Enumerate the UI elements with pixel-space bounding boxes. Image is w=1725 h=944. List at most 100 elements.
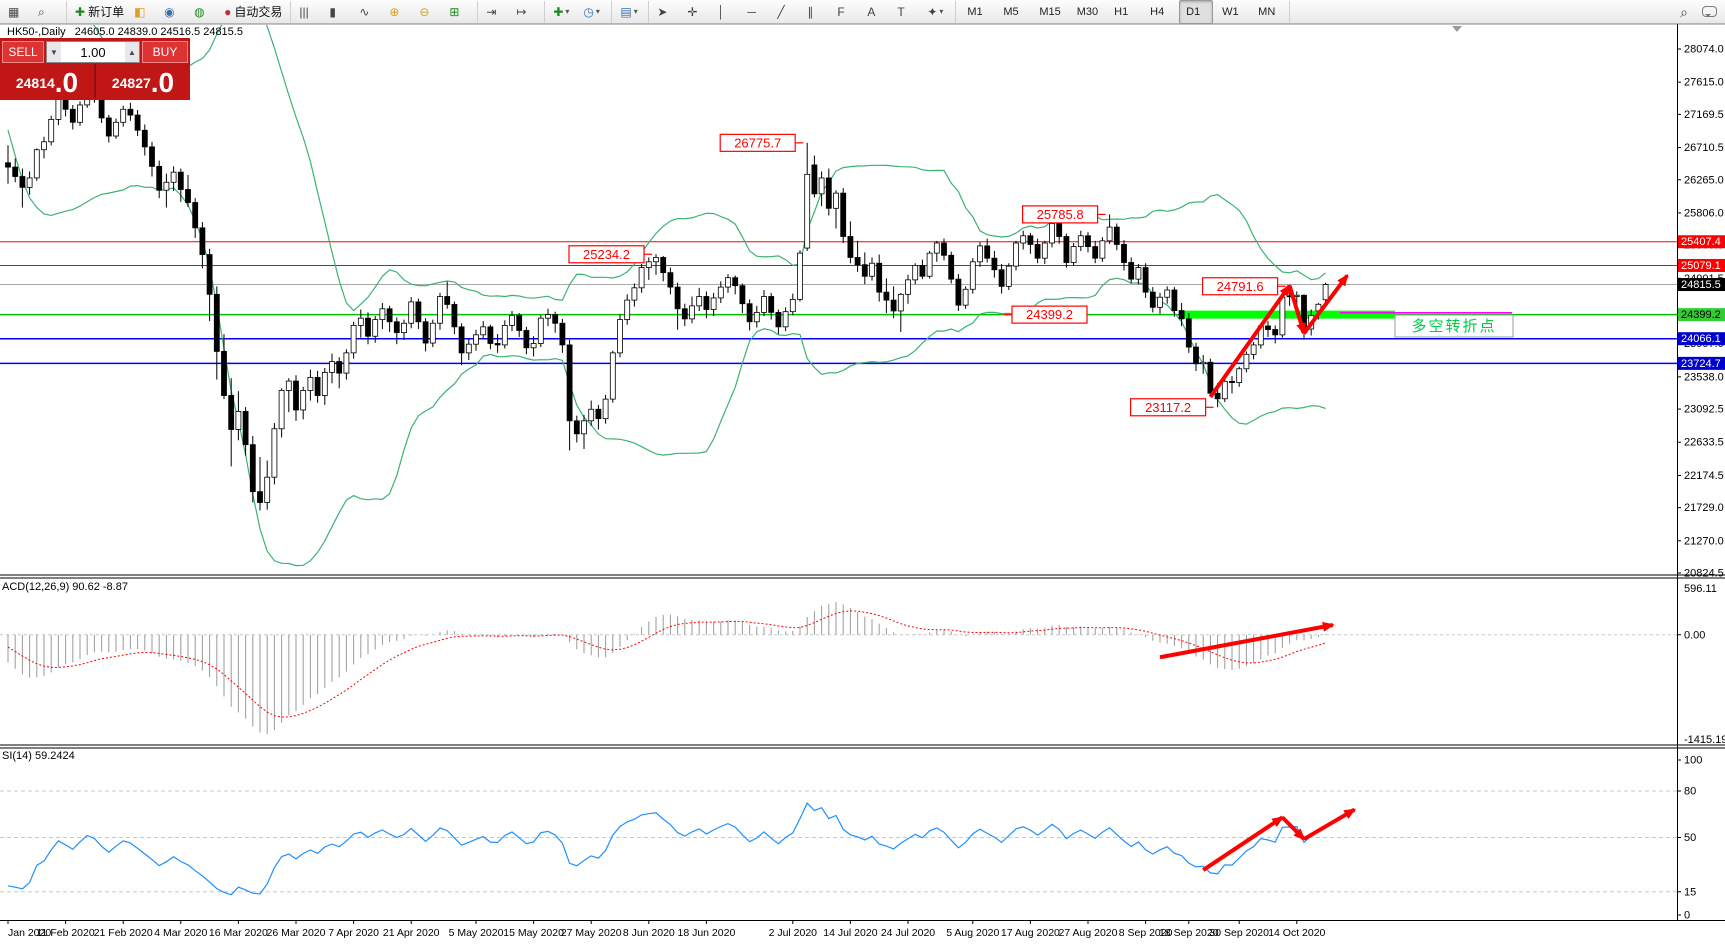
horizontal-line-icon[interactable]: ─ <box>743 1 771 23</box>
dropdown-caret-icon[interactable]: ▾ <box>633 7 638 16</box>
bollinger-upper-band <box>93 25 1326 312</box>
candle-body <box>350 325 357 354</box>
chat-icon[interactable] <box>1702 6 1717 17</box>
volume-increase-button[interactable]: ▲ <box>125 42 139 62</box>
buy-button[interactable]: BUY <box>142 41 188 63</box>
time-axis-label[interactable]: 5 May 2020 <box>449 927 504 939</box>
timeframe-m1-button[interactable]: M1 <box>967 5 983 18</box>
timeframe-d1-button[interactable]: D1 <box>1179 0 1214 24</box>
chart-window-icon[interactable]: ▦ <box>4 1 32 23</box>
trend-arrow[interactable] <box>1287 285 1306 336</box>
annotation-text-box[interactable] <box>1394 314 1514 338</box>
symbol-period-label: HK50-,Daily <box>7 26 66 38</box>
candle-body <box>933 242 940 254</box>
candle-body <box>833 192 839 209</box>
timeframe-w1-button[interactable]: W1 <box>1222 5 1239 18</box>
dropdown-caret-icon[interactable]: ▾ <box>565 7 570 16</box>
time-axis-label[interactable]: 21 Feb 2020 <box>94 927 153 939</box>
timeframe-h4-button[interactable]: H4 <box>1150 5 1165 18</box>
rsi-trend-arrow[interactable] <box>1280 815 1306 841</box>
time-axis-label[interactable]: 5 Aug 2020 <box>946 927 999 939</box>
candle-body <box>336 361 343 374</box>
crosshair-icon[interactable]: ✛ <box>683 1 711 23</box>
price-badge <box>1678 258 1725 272</box>
chart-shift-icon[interactable]: ↦ <box>512 1 540 23</box>
candle-body <box>1121 244 1127 263</box>
trendline-icon[interactable]: ╱ <box>773 1 801 23</box>
signals-icon[interactable]: ◍ <box>190 1 218 23</box>
macd-trend-arrow[interactable] <box>1159 621 1335 660</box>
time-axis-label[interactable]: 2 Jul 2020 <box>769 927 818 939</box>
rsi-trend-arrow[interactable] <box>1202 815 1285 872</box>
channel-icon[interactable]: ∥ <box>803 1 831 23</box>
time-axis-label[interactable]: 8 Jun 2020 <box>623 927 675 939</box>
dropdown-caret-icon[interactable]: ▾ <box>595 7 600 16</box>
volume-input[interactable]: 1.00 <box>80 44 106 60</box>
time-axis-label[interactable]: 18 Sep 2020 <box>1159 927 1219 939</box>
time-axis-label[interactable]: 30 Sep 2020 <box>1209 927 1269 939</box>
rsi-axis-label: 15 <box>1684 886 1696 898</box>
time-axis-label[interactable]: 15 May 2020 <box>503 927 564 939</box>
timeframe-mn-button[interactable]: MN <box>1258 5 1276 18</box>
candle-body <box>1099 240 1106 259</box>
bar-chart-icon[interactable]: ||| <box>295 1 323 23</box>
timeframe-m5-button[interactable]: M5 <box>1003 5 1019 18</box>
highlight-band[interactable] <box>1180 310 1395 319</box>
sell-price-pips: .0 <box>54 67 79 98</box>
styles-bucket-icon[interactable]: ◧ <box>130 1 158 23</box>
candle-body <box>840 192 847 237</box>
time-axis-label[interactable]: 4 Mar 2020 <box>154 927 207 939</box>
autotrading-button: ● <box>224 4 232 19</box>
label-icon[interactable]: T <box>893 1 921 23</box>
dropdown-caret-icon[interactable]: ▾ <box>939 7 944 16</box>
cursor-icon[interactable]: ➤ <box>653 1 681 23</box>
volume-decrease-button[interactable]: ▼ <box>47 42 61 62</box>
time-axis-label[interactable]: 16 Mar 2020 <box>209 927 268 939</box>
time-axis-label[interactable]: 24 Jul 2020 <box>881 927 935 939</box>
candle-body <box>134 114 141 131</box>
templates-icon[interactable]: ▤ ▾ <box>616 1 644 23</box>
timeframe-m30-button[interactable]: M30 <box>1076 5 1099 18</box>
sell-price[interactable]: 24814 .0 <box>0 64 96 98</box>
chart-preview-icon[interactable]: ⌕ <box>34 1 62 23</box>
trend-arrow[interactable] <box>1208 284 1292 399</box>
profile-icon[interactable]: ◉ <box>160 1 188 23</box>
time-axis-label[interactable]: 26 Mar 2020 <box>267 927 326 939</box>
time-axis-label[interactable]: 27 May 2020 <box>561 927 622 939</box>
time-axis-label[interactable]: 8 Sep 2020 <box>1119 927 1173 939</box>
time-axis-label[interactable]: 21 Apr 2020 <box>383 927 440 939</box>
time-axis-label[interactable]: 18 Jun 2020 <box>677 927 735 939</box>
shapes-icon[interactable]: ✦ ▾ <box>923 1 951 23</box>
line-chart-icon[interactable]: ∿ <box>355 1 383 23</box>
text-icon[interactable]: A <box>863 1 891 23</box>
tile-windows-icon[interactable]: ⊞ <box>445 1 473 23</box>
time-axis-label[interactable]: 27 Aug 2020 <box>1059 927 1118 939</box>
time-axis-label[interactable]: 17 Aug 2020 <box>1001 927 1060 939</box>
indicators-icon[interactable]: ✚ ▾ <box>549 1 577 23</box>
vertical-line-icon[interactable]: │ <box>713 1 741 23</box>
timeframe-h1-button[interactable]: H1 <box>1114 5 1129 18</box>
fibonacci-icon[interactable]: F <box>833 1 861 23</box>
buy-price[interactable]: 24827 .0 <box>96 64 190 98</box>
candlestick-icon[interactable]: ▮ <box>325 1 353 23</box>
timeframe-m15-button[interactable]: M15 <box>1039 5 1061 18</box>
time-axis-label[interactable]: 11 Feb 2020 <box>37 927 95 939</box>
time-axis-label[interactable]: 14 Oct 2020 <box>1268 927 1325 939</box>
new-order-button[interactable]: ✚ 新订单 <box>71 1 128 23</box>
search-icon[interactable]: ⌕ <box>1680 3 1688 20</box>
zoom-in-icon[interactable]: ⊕ <box>385 1 413 23</box>
time-axis-label[interactable]: 7 Apr 2020 <box>328 927 379 939</box>
autotrading-button[interactable]: ● 自动交易 <box>220 1 286 23</box>
time-axis-label[interactable]: 14 Jul 2020 <box>823 927 877 939</box>
candle-body <box>257 491 263 503</box>
trend-arrow[interactable] <box>1302 273 1349 335</box>
rsi-trend-arrow[interactable] <box>1302 807 1357 841</box>
periods-icon[interactable]: ◷ ▾ <box>579 1 607 23</box>
price-badge <box>1678 332 1725 346</box>
auto-scroll-icon[interactable]: ⇥ <box>482 1 510 23</box>
time-axis-label[interactable]: Jan 2020 <box>8 927 51 939</box>
zoom-out-icon[interactable]: ⊖ <box>415 1 443 23</box>
candles-group[interactable] <box>5 76 1329 511</box>
sell-button[interactable]: SELL <box>2 41 44 63</box>
